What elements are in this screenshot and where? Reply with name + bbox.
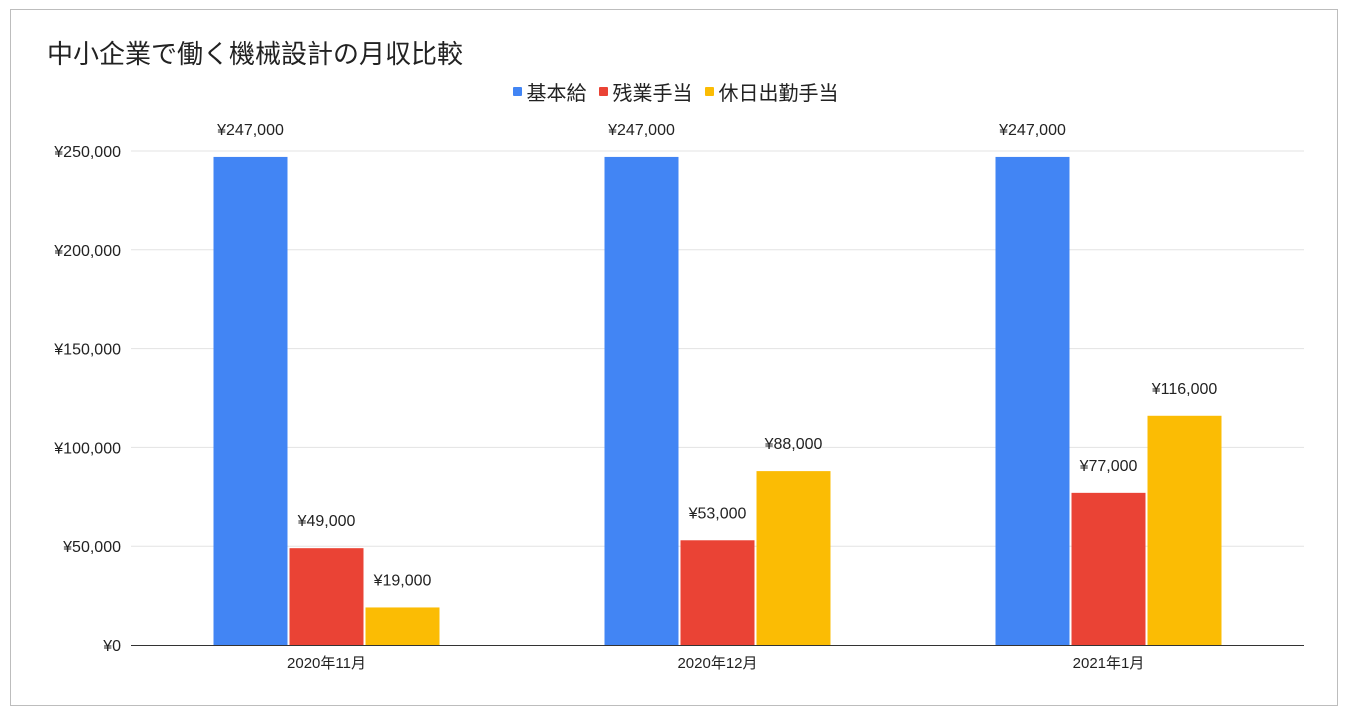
legend-item-holiday-work: 休日出勤手当 bbox=[704, 77, 839, 106]
chart-title: 中小企業で働く機械設計の月収比較 bbox=[47, 40, 464, 70]
data-label: ¥247,000 bbox=[216, 122, 284, 139]
bar bbox=[756, 471, 831, 645]
legend-item-overtime: 残業手当 bbox=[598, 77, 693, 106]
bar bbox=[1071, 492, 1146, 645]
legend-label-base-salary: 基本給 bbox=[526, 81, 587, 105]
y-tick-label: ¥50,000 bbox=[62, 539, 121, 556]
bar bbox=[1147, 415, 1222, 645]
x-tick-label: 2020年11月 bbox=[287, 655, 366, 672]
bar bbox=[604, 156, 679, 646]
legend-swatch-overtime bbox=[598, 87, 608, 96]
bar bbox=[213, 156, 288, 646]
legend-label-overtime: 残業手当 bbox=[612, 81, 693, 105]
data-label: ¥88,000 bbox=[764, 436, 823, 453]
y-tick-label: ¥0 bbox=[102, 638, 121, 655]
y-tick-label: ¥150,000 bbox=[53, 342, 121, 359]
data-label: ¥116,000 bbox=[1151, 381, 1218, 398]
legend-item-base-salary: 基本給 bbox=[512, 77, 587, 106]
x-tick-label: 2021年1月 bbox=[1073, 655, 1145, 672]
data-label: ¥247,000 bbox=[607, 122, 675, 139]
y-tick-label: ¥100,000 bbox=[53, 440, 121, 457]
data-label: ¥19,000 bbox=[373, 572, 432, 589]
bar bbox=[365, 607, 440, 645]
bar bbox=[289, 548, 364, 645]
data-label: ¥247,000 bbox=[998, 122, 1066, 139]
x-tick-label: 2020年12月 bbox=[677, 655, 757, 672]
bar bbox=[995, 156, 1070, 646]
y-tick-label: ¥200,000 bbox=[53, 243, 121, 260]
data-label: ¥77,000 bbox=[1079, 458, 1138, 475]
data-label: ¥49,000 bbox=[297, 513, 356, 530]
bar-layer bbox=[213, 156, 1222, 646]
legend-label-holiday-work: 休日出勤手当 bbox=[718, 81, 839, 105]
chart-legend: 基本給 残業手当 休日出勤手当 bbox=[0, 77, 1351, 106]
bar bbox=[680, 540, 755, 645]
legend-swatch-holiday-work bbox=[704, 87, 714, 96]
legend-swatch-base-salary bbox=[512, 87, 522, 96]
y-tick-label: ¥250,000 bbox=[53, 144, 121, 161]
data-label: ¥53,000 bbox=[688, 505, 747, 522]
label-layer: ¥0 ¥50,000 ¥100,000 ¥150,000 ¥200,000 ¥250,00… bbox=[53, 122, 1217, 672]
